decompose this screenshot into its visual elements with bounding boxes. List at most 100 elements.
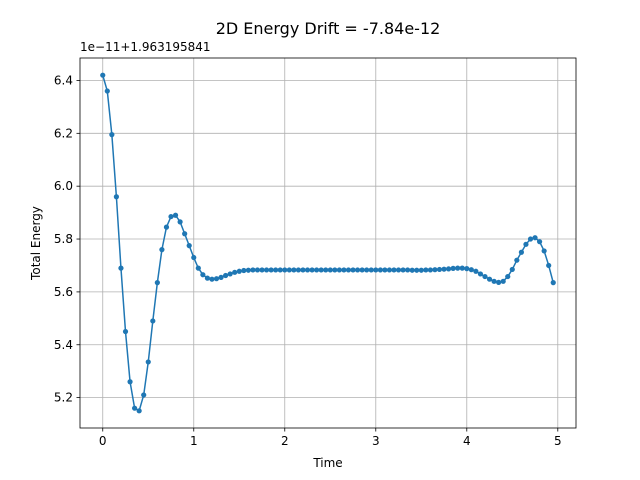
y-tick-label: 5.4 — [54, 338, 73, 352]
energy-data-point — [509, 266, 515, 273]
energy-data-point — [377, 267, 383, 273]
energy-data-point — [450, 265, 456, 271]
energy-data-point — [382, 267, 388, 273]
energy-data-point — [100, 72, 106, 78]
energy-data-point — [482, 273, 488, 280]
energy-data-point — [282, 267, 288, 273]
energy-data-point — [500, 278, 506, 284]
energy-data-point — [359, 267, 365, 273]
energy-data-point — [122, 328, 129, 335]
energy-data-point — [127, 379, 133, 385]
y-axis-label: Total Energy — [29, 206, 43, 281]
energy-data-point — [400, 267, 406, 273]
energy-data-point — [268, 267, 274, 273]
x-tick-label: 3 — [372, 434, 380, 448]
energy-data-point — [523, 241, 529, 247]
series-layer — [100, 72, 556, 414]
energy-data-point — [150, 318, 156, 324]
energy-data-point — [259, 267, 265, 273]
energy-data-point — [527, 236, 534, 242]
energy-data-point — [204, 275, 211, 281]
energy-data-point — [546, 262, 552, 269]
energy-data-point — [314, 267, 320, 273]
y-tick-label: 5.8 — [54, 232, 73, 246]
chart-title: 2D Energy Drift = -7.84e-12 — [216, 19, 441, 38]
energy-data-point — [550, 280, 556, 286]
energy-data-point — [323, 267, 329, 273]
energy-data-point — [364, 267, 370, 273]
energy-data-point — [254, 267, 261, 273]
energy-data-point — [227, 271, 233, 277]
energy-data-point — [250, 267, 256, 273]
energy-data-point — [163, 224, 170, 230]
energy-data-point — [223, 272, 229, 279]
energy-data-point — [195, 265, 201, 271]
energy-data-point — [182, 231, 188, 237]
energy-data-point — [505, 273, 511, 280]
energy-data-point — [345, 267, 352, 273]
energy-data-point — [423, 267, 429, 273]
energy-data-point — [436, 266, 443, 273]
energy-data-point — [113, 194, 120, 200]
energy-data-point — [386, 267, 393, 273]
energy-data-point — [141, 392, 147, 398]
energy-data-point — [172, 212, 179, 218]
energy-data-point — [432, 267, 438, 273]
energy-data-point — [304, 267, 311, 273]
energy-data-point — [486, 276, 493, 282]
x-tick-label: 2 — [281, 434, 289, 448]
energy-data-point — [295, 267, 302, 273]
energy-data-point — [518, 249, 524, 255]
energy-data-point — [405, 267, 411, 273]
y-tick-label: 5.6 — [54, 285, 73, 299]
energy-data-point — [213, 276, 220, 282]
energy-data-point — [459, 265, 465, 271]
energy-data-point — [109, 132, 115, 138]
y-tick-label: 6.4 — [54, 73, 73, 87]
energy-data-point — [395, 267, 402, 273]
energy-data-point — [536, 239, 543, 245]
energy-data-point — [136, 408, 142, 414]
x-tick-label: 5 — [554, 434, 562, 448]
energy-data-point — [168, 213, 174, 220]
energy-data-point — [291, 267, 297, 273]
energy-data-point — [177, 219, 183, 225]
energy-data-point — [236, 268, 242, 274]
energy-data-point — [232, 269, 238, 275]
energy-data-point — [273, 267, 279, 273]
energy-data-point — [209, 276, 215, 282]
energy-data-point — [191, 254, 197, 261]
energy-data-point — [341, 267, 347, 273]
energy-data-point — [468, 267, 474, 273]
axes-frame — [79, 57, 577, 429]
energy-data-point — [354, 267, 361, 273]
energy-data-point — [441, 266, 447, 272]
energy-data-point — [477, 271, 484, 277]
energy-data-point — [118, 265, 124, 271]
energy-data-point — [427, 267, 433, 273]
x-tick-label: 4 — [463, 434, 471, 448]
energy-data-point — [541, 248, 547, 254]
y-tick-label: 6.0 — [54, 179, 73, 193]
energy-data-point — [318, 267, 324, 273]
energy-data-point — [409, 267, 415, 273]
energy-data-point — [491, 278, 497, 284]
energy-data-point — [186, 243, 192, 249]
energy-data-point — [418, 267, 424, 273]
energy-data-point — [473, 268, 479, 274]
energy-data-point — [414, 267, 420, 273]
energy-data-point — [145, 359, 151, 365]
energy-data-point — [464, 266, 470, 272]
energy-data-point — [277, 267, 283, 273]
energy-data-point — [200, 272, 206, 278]
energy-data-point — [154, 280, 160, 286]
energy-data-point — [327, 267, 333, 273]
energy-data-point — [455, 265, 461, 271]
energy-data-point — [263, 267, 270, 273]
energy-data-point — [332, 267, 338, 273]
y-axis-offset-label: 1e−11+1.963195841 — [80, 40, 211, 54]
energy-data-point — [391, 267, 397, 273]
grid-lines — [80, 58, 576, 428]
energy-data-point — [241, 267, 247, 274]
